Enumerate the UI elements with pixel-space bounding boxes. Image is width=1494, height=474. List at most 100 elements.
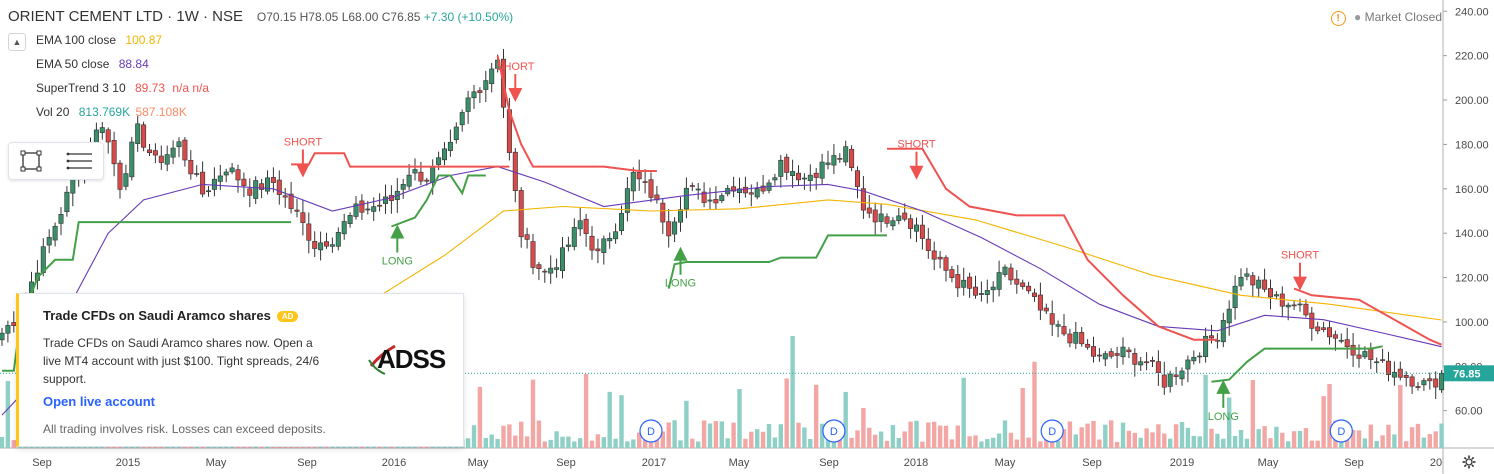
ad-disclaimer: All trading involves risk. Losses can ex… — [43, 422, 326, 436]
volume-bar — [1398, 384, 1403, 448]
volume-bar — [1138, 437, 1143, 448]
volume-bar — [1120, 422, 1126, 448]
candle-body — [860, 188, 866, 211]
candle-body — [1344, 339, 1350, 348]
dividend-mark[interactable]: D — [822, 419, 846, 443]
volume-bar — [524, 436, 530, 448]
volume-bar — [985, 439, 990, 448]
candle-body — [996, 272, 1002, 290]
candle-body — [1368, 348, 1374, 360]
dividend-mark[interactable]: D — [639, 419, 663, 443]
indicator-value: 813.769K — [78, 105, 131, 119]
change-value: +7.30 (+10.50%) — [423, 10, 514, 24]
volume-bar — [489, 434, 494, 448]
candle-body — [270, 177, 276, 183]
indicator-ema50[interactable]: EMA 50 close 88.84 — [36, 57, 149, 71]
candle-body — [890, 220, 896, 227]
short-signal[interactable]: SHORT — [1281, 250, 1320, 291]
short-signal[interactable]: SHORT — [496, 61, 535, 103]
rectangle-select-icon[interactable] — [19, 149, 43, 173]
volume-bar — [937, 425, 943, 448]
supertrend-up-segment — [1211, 345, 1383, 383]
candle-body — [477, 90, 483, 93]
long-signal[interactable]: LONG — [382, 224, 413, 268]
volume-bar — [548, 439, 553, 448]
candle-body — [1008, 267, 1014, 281]
candle-body — [1173, 374, 1179, 377]
volume-bar — [1097, 439, 1102, 448]
open-live-account-link[interactable]: Open live account — [43, 394, 155, 409]
volume-bar — [1433, 431, 1438, 448]
candle-body — [742, 186, 748, 194]
candle-body — [206, 190, 212, 193]
indicator-supertrend[interactable]: SuperTrend 3 10 89.73 n/a n/a — [36, 81, 209, 95]
volume-bar — [867, 427, 872, 448]
object-tree-icon[interactable] — [65, 149, 95, 173]
indicator-value: 100.87 — [125, 33, 163, 47]
volume-bar — [778, 424, 783, 448]
volume-bar — [849, 437, 854, 448]
signal-label: SHORT — [496, 61, 535, 73]
volume-bar — [1114, 441, 1120, 448]
candle-body — [919, 224, 925, 239]
candle-body — [365, 208, 371, 211]
volume-bar — [1232, 435, 1238, 448]
candle-body — [583, 218, 589, 234]
volume-bar — [1008, 432, 1014, 448]
dividend-mark[interactable]: D — [1329, 419, 1353, 443]
symbol-title: ORIENT CEMENT LTD · 1W · NSE — [8, 8, 244, 25]
arrow-head — [1216, 379, 1231, 394]
indicator-volume[interactable]: Vol 20 813.769K 587.108K — [36, 105, 187, 119]
volume-bar — [1185, 427, 1191, 448]
volume-bar — [814, 384, 819, 448]
supertrend-3-10-segment — [496, 55, 657, 172]
volume-bar — [884, 440, 890, 448]
settings-gear-icon[interactable] — [1462, 455, 1476, 469]
candle-body — [1120, 346, 1126, 358]
signal-label: LONG — [382, 256, 413, 268]
volume-bar — [1050, 441, 1055, 448]
volume-bar — [943, 425, 949, 448]
ad-badge: AD — [276, 311, 299, 323]
candle-body — [164, 154, 170, 165]
candle-body — [530, 241, 536, 268]
ad-banner[interactable]: Trade CFDs on Saudi Aramco shares AD Trad… — [16, 293, 464, 447]
dividend-mark[interactable]: D — [1040, 419, 1064, 443]
candle-body — [188, 160, 194, 175]
candle-body — [1161, 374, 1167, 388]
ema-50-close-line — [1, 166, 1442, 416]
short-signal[interactable]: SHORT — [897, 139, 936, 180]
volume-bar — [0, 436, 5, 448]
volume-bar — [790, 336, 795, 448]
candle-body — [1032, 292, 1038, 297]
candle-body — [1150, 360, 1156, 362]
indicator-ema100[interactable]: EMA 100 close 100.87 — [36, 33, 162, 47]
candle-body — [1386, 360, 1392, 375]
volume-bar — [625, 441, 630, 448]
volume-bar — [666, 422, 671, 448]
supertrend-3-10-segment — [1293, 287, 1442, 346]
volume-bar — [914, 420, 919, 448]
candle-body — [613, 231, 619, 240]
collapse-legend-button[interactable]: ▲ — [8, 33, 26, 51]
dividend-circle-icon — [822, 419, 846, 443]
long-signal[interactable]: LONG — [665, 246, 696, 290]
candle-body — [459, 112, 465, 126]
signal-label: SHORT — [897, 139, 936, 151]
candle-body — [807, 174, 813, 181]
volume-bar — [802, 427, 807, 448]
candle-body — [636, 172, 642, 180]
candle-body — [1026, 285, 1032, 292]
short-signal[interactable]: SHORT — [284, 136, 323, 178]
candle-body — [843, 146, 849, 163]
indicator-value: 88.84 — [118, 57, 149, 71]
long-signal[interactable]: LONG — [1208, 379, 1239, 423]
volume-bar — [1244, 438, 1250, 448]
candle-body — [559, 247, 565, 271]
volume-bar — [1191, 435, 1196, 448]
candle-body — [1102, 353, 1108, 360]
volume-bar — [926, 422, 931, 448]
candle-body — [483, 80, 489, 90]
candle-body — [1303, 303, 1309, 316]
candle-body — [5, 325, 11, 334]
